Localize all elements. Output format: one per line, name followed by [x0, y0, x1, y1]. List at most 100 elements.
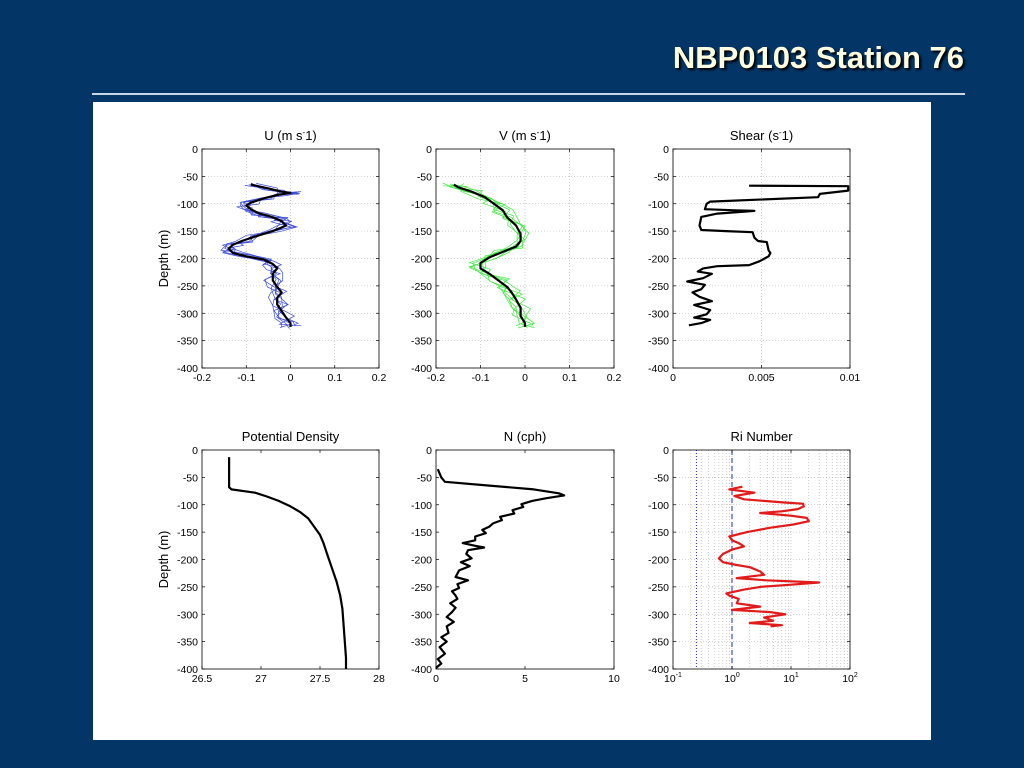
- x-tick-label: -0.1: [471, 372, 489, 384]
- x-tick-label: -0.1: [237, 372, 255, 384]
- y-tick-label: -250: [177, 582, 198, 594]
- ensemble-trace: [222, 184, 302, 327]
- y-tick-label: -50: [654, 472, 669, 484]
- series-line-0: [717, 485, 821, 628]
- y-tick-label: -250: [411, 281, 432, 293]
- y-tick-label: -50: [183, 472, 198, 484]
- y-tick-label: -350: [177, 637, 198, 649]
- x-tick-label: 0.01: [840, 372, 861, 384]
- ensemble-trace: [221, 182, 296, 327]
- x-tick-exponent: 0: [736, 672, 740, 679]
- y-tick-label: -150: [177, 226, 198, 238]
- y-tick-label: -50: [417, 472, 432, 484]
- x-tick-label: 0: [433, 673, 439, 685]
- y-tick-label: -400: [648, 363, 669, 375]
- buoyancy-frequency-plot: 0 5 10 0 -50 -100 -150 -200 -250 -300 -350 -400 N (c…: [411, 429, 620, 685]
- y-tick-label: -300: [411, 609, 432, 621]
- ensemble-trace: [451, 184, 528, 326]
- y-tick-label: -250: [411, 582, 432, 594]
- grid-lines: [202, 149, 379, 368]
- ensemble-trace: [442, 182, 528, 329]
- x-tick-exponent: 1: [795, 672, 799, 679]
- y-tick-label: -400: [411, 363, 432, 375]
- y-tick-label: -250: [648, 582, 669, 594]
- plot-title: Ri Number: [730, 429, 793, 444]
- y-tick-label: -350: [648, 637, 669, 649]
- y-tick-label: -300: [177, 308, 198, 320]
- v-velocity-plot: -0.2 -0.1 0 0.1 0.2 0 -50 -100 -150 -200 -250 -300 -…: [411, 128, 621, 384]
- y-axis-label: Depth (m): [156, 531, 171, 589]
- plot-title: V (m s-1): [499, 128, 551, 143]
- shear-plot: 0 0.005 0.01 0 -50 -100 -150 -200 -250 -300 -350 -4…: [648, 128, 860, 384]
- y-tick-label: -200: [177, 555, 198, 567]
- x-tick-label: 0: [522, 372, 528, 384]
- series-line-0: [227, 183, 292, 327]
- y-tick-label: -200: [648, 254, 669, 266]
- x-tick-label: 0.1: [562, 372, 577, 384]
- y-tick-label: -350: [648, 336, 669, 348]
- plot-title: U (m s-1): [264, 128, 317, 143]
- y-tick-label: 0: [663, 144, 669, 156]
- grid-lines: [673, 149, 850, 368]
- y-tick-label: -400: [648, 664, 669, 676]
- u-velocity-plot: -0.2 -0.1 0 0.1 0.2 0 -50 -100 -150 -200 -250 -300 -…: [156, 128, 386, 384]
- x-tick-label: 26.5: [192, 673, 213, 685]
- x-tick-label: 27.5: [310, 673, 331, 685]
- y-tick-label: -200: [411, 254, 432, 266]
- plot-title-text: V (m s: [499, 128, 537, 143]
- y-tick-label: -400: [411, 664, 432, 676]
- plot-title-text: Ri Number: [730, 429, 793, 444]
- y-tick-label: 0: [192, 144, 198, 156]
- y-tick-label: -300: [648, 609, 669, 621]
- x-tick-label: 0.2: [607, 372, 622, 384]
- series-line-0: [453, 183, 527, 327]
- x-tick-label: 0: [288, 372, 294, 384]
- y-tick-label: -100: [177, 500, 198, 512]
- x-tick-label: 10: [608, 673, 620, 685]
- x-tick-label: 0: [670, 372, 676, 384]
- y-tick-label: -300: [648, 308, 669, 320]
- y-tick-label: -400: [177, 363, 198, 375]
- x-tick-label: 100: [724, 672, 740, 685]
- y-tick-label: -50: [654, 171, 669, 183]
- y-tick-label: -300: [177, 609, 198, 621]
- grid-lines: [436, 149, 614, 368]
- x-tick-label: 0.005: [748, 372, 774, 384]
- x-tick-label: -0.2: [427, 372, 445, 384]
- y-tick-label: -350: [411, 637, 432, 649]
- plot-title-suffix: 1): [305, 128, 317, 143]
- y-tick-label: 0: [426, 445, 432, 457]
- y-tick-label: -100: [648, 199, 669, 211]
- x-tick-label: 0.2: [372, 372, 387, 384]
- y-tick-label: -100: [411, 500, 432, 512]
- plot-title-superscript: -: [303, 128, 306, 137]
- plot-title-text: Shear (s: [730, 128, 780, 143]
- plot-title-text: U (m s: [264, 128, 303, 143]
- plot-title-suffix: 1): [539, 128, 551, 143]
- x-tick-exponent: -1: [676, 672, 682, 679]
- plot-title-text: N (cph): [504, 429, 547, 444]
- y-tick-label: -50: [417, 171, 432, 183]
- series-line-0: [228, 457, 348, 669]
- y-tick-label: -150: [411, 226, 432, 238]
- x-tick-label: 5: [522, 673, 528, 685]
- y-tick-label: -400: [177, 664, 198, 676]
- x-tick-label: 101: [783, 672, 799, 685]
- y-tick-label: -100: [648, 500, 669, 512]
- grid-lines: [673, 450, 850, 669]
- ensemble-trace: [220, 185, 301, 328]
- y-tick-label: 0: [426, 144, 432, 156]
- y-tick-label: -150: [411, 527, 432, 539]
- y-tick-label: -150: [648, 527, 669, 539]
- y-tick-label: 0: [192, 445, 198, 457]
- y-tick-label: 0: [663, 445, 669, 457]
- x-tick-label: 27: [255, 673, 267, 685]
- figure-canvas: -0.2 -0.1 0 0.1 0.20-50-100-150-200-250-300-…: [156, 128, 860, 685]
- y-tick-label: -300: [411, 308, 432, 320]
- y-tick-label: -200: [177, 254, 198, 266]
- plot-title: Potential Density: [242, 429, 340, 444]
- plot-title-suffix: 1): [782, 128, 794, 143]
- slide-title: NBP0103 Station 76: [672, 40, 964, 75]
- y-tick-label: -350: [177, 336, 198, 348]
- title-divider: [92, 93, 965, 95]
